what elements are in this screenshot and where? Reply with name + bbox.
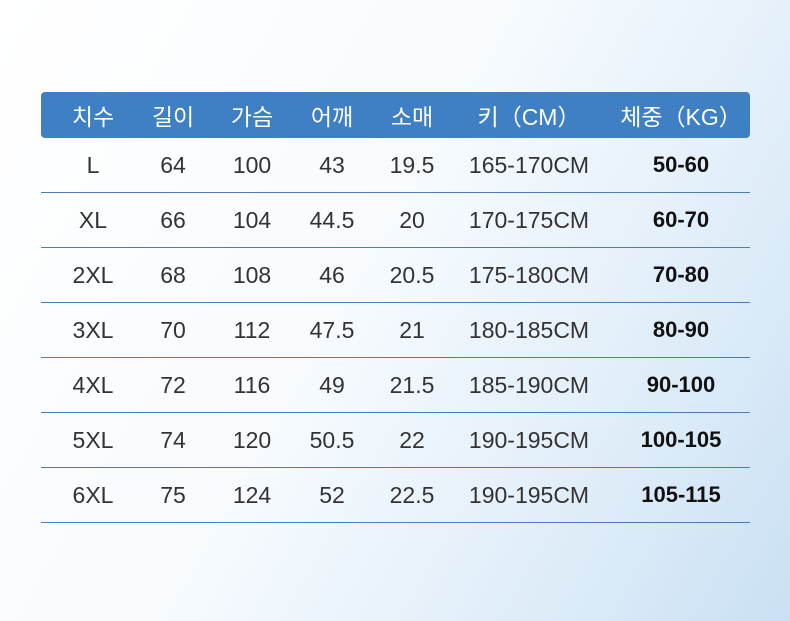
cell-size: 2XL (72, 261, 114, 288)
cell-chest: 112 (233, 316, 271, 343)
table-header: 치수 길이 가슴 어깨 소매 키（CM） 체중（KG） (41, 92, 750, 138)
cell-size: 3XL (72, 316, 114, 343)
cell-shoulder: 43 (319, 151, 345, 178)
cell-weight: 80-90 (652, 317, 710, 342)
cell-size: 5XL (72, 426, 114, 453)
header-weight: 체중（KG） (620, 104, 742, 130)
cell-shoulder: 52 (319, 481, 345, 508)
table-row: XL 66 104 44.5 20 170-175CM 60-70 (41, 193, 750, 248)
cell-height: 190-195CM (468, 426, 590, 453)
cell-sleeve: 20 (399, 206, 425, 233)
cell-weight: 90-100 (646, 372, 716, 397)
cell-shoulder: 46 (319, 261, 345, 288)
cell-length: 74 (160, 426, 186, 453)
cell-size: XL (78, 206, 108, 233)
cell-height: 170-175CM (468, 206, 590, 233)
cell-chest: 104 (232, 206, 272, 233)
cell-sleeve: 21.5 (389, 371, 435, 398)
cell-weight: 50-60 (652, 152, 710, 177)
cell-shoulder: 49 (319, 371, 345, 398)
table-row: 4XL 72 116 49 21.5 185-190CM 90-100 (41, 358, 750, 413)
size-chart-table: 치수 길이 가슴 어깨 소매 키（CM） 체중（KG） L 64 100 43 19.5 165-17… (41, 92, 750, 523)
table-row: L 64 100 43 19.5 165-170CM 50-60 (41, 138, 750, 193)
cell-height: 180-185CM (468, 316, 590, 343)
cell-weight: 70-80 (652, 262, 710, 287)
cell-weight: 100-105 (640, 427, 722, 452)
header-height: 키（CM） (477, 104, 581, 130)
cell-sleeve: 21 (399, 316, 425, 343)
cell-height: 165-170CM (468, 151, 590, 178)
cell-length: 68 (160, 261, 186, 288)
cell-sleeve: 22 (399, 426, 425, 453)
cell-height: 190-195CM (468, 481, 590, 508)
cell-shoulder: 47.5 (309, 316, 355, 343)
table-row: 5XL 74 120 50.5 22 190-195CM 100-105 (41, 413, 750, 468)
cell-length: 75 (160, 481, 186, 508)
cell-size: 6XL (72, 481, 114, 508)
cell-chest: 100 (232, 151, 272, 178)
cell-size: L (86, 151, 100, 178)
table-row: 3XL 70 112 47.5 21 180-185CM 80-90 (41, 303, 750, 358)
header-shoulder: 어깨 (310, 104, 354, 130)
table-body: L 64 100 43 19.5 165-170CM 50-60 XL 66 104 44.5 20 1… (41, 138, 750, 523)
cell-chest: 120 (232, 426, 272, 453)
cell-weight: 105-115 (641, 482, 721, 507)
cell-chest: 116 (233, 371, 271, 398)
table-row: 6XL 75 124 52 22.5 190-195CM 105-115 (41, 468, 750, 523)
cell-size: 4XL (72, 371, 114, 398)
table-row: 2XL 68 108 46 20.5 175-180CM 70-80 (41, 248, 750, 303)
header-size: 치수 (71, 104, 115, 130)
cell-chest: 124 (232, 481, 272, 508)
header-chest: 가슴 (230, 104, 274, 130)
cell-shoulder: 44.5 (309, 206, 355, 233)
cell-length: 66 (160, 206, 186, 233)
cell-height: 175-180CM (468, 261, 590, 288)
cell-sleeve: 22.5 (389, 481, 435, 508)
header-length: 길이 (151, 104, 195, 130)
header-sleeve: 소매 (390, 104, 434, 130)
cell-sleeve: 20.5 (389, 261, 435, 288)
cell-sleeve: 19.5 (389, 151, 435, 178)
cell-weight: 60-70 (652, 207, 710, 232)
cell-height: 185-190CM (468, 371, 590, 398)
cell-length: 70 (160, 316, 186, 343)
cell-chest: 108 (232, 261, 272, 288)
cell-length: 72 (160, 371, 186, 398)
cell-shoulder: 50.5 (309, 426, 355, 453)
cell-length: 64 (160, 151, 186, 178)
